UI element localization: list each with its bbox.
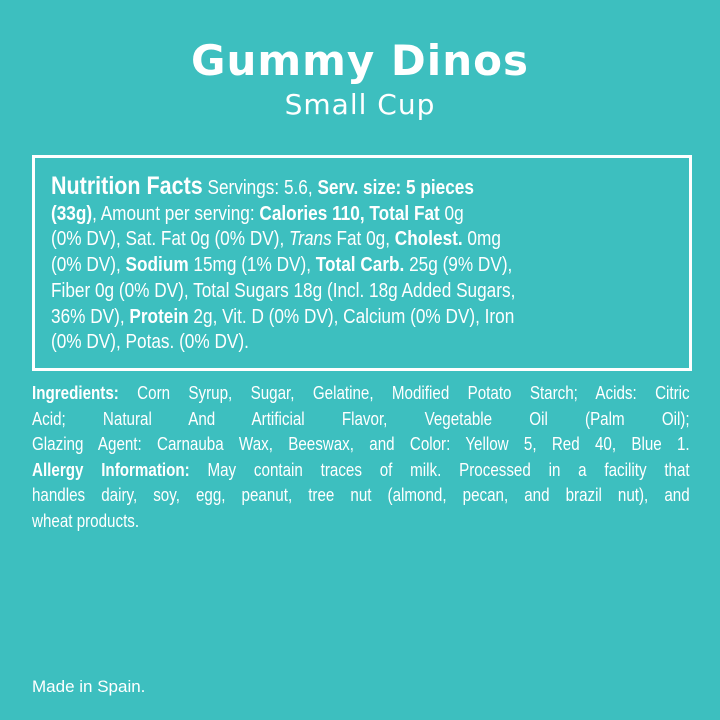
ingredients-line: wheat products. [32,508,690,534]
nutrition-value: 0mg [462,228,501,251]
nutrition-line: (33g), Amount per serving: Calories 110,… [51,202,653,228]
nutrition-line: Nutrition Facts Servings: 5.6, Serv. siz… [51,172,653,202]
origin-text: Made in Spain. [32,677,146,696]
nutrition-value: 25g (9% DV), [404,254,513,277]
nutrition-value: 15mg (1% DV), [188,254,316,277]
ingredients-line: Acid; Natural And Artificial Flavor, Veg… [32,406,690,432]
ingredients-label: Allergy Information: [32,458,190,480]
nutrition-value: Trans [289,228,332,251]
nutrition-value: (0% DV), Sat. Fat 0g (0% DV), [51,228,290,251]
ingredients-text: Ingredients: Corn Syrup, Sugar, Gelatine… [32,380,690,534]
ingredients-value: May contain traces of milk. Processed in… [189,458,690,480]
ingredients-value: Glazing Agent: Carnauba Wax, Beeswax, an… [32,433,690,455]
ingredients-line: Ingredients: Corn Syrup, Sugar, Gelatine… [32,380,690,406]
nutrition-label: Calories 110, Total Fat [259,202,440,225]
nutrition-value: 2g, Vit. D (0% DV), Calcium (0% DV), Iro… [188,305,515,328]
product-title: Gummy Dinos [191,36,529,85]
ingredients-label: Ingredients: [32,382,119,403]
nutrition-line: Fiber 0g (0% DV), Total Sugars 18g (Incl… [51,279,653,305]
nutrition-label: Serv. size: 5 pieces [317,177,474,199]
nutrition-label: Protein [129,305,189,328]
nutrition-label: Nutrition Facts [51,172,203,200]
ingredients-line: handles dairy, soy, egg, peanut, tree nu… [32,482,690,508]
nutrition-label: Total Carb. [315,254,405,277]
nutrition-value: (0% DV), [51,254,126,277]
nutrition-value: 0g [439,202,464,225]
ingredients-value: Corn Syrup, Sugar, Gelatine, Modified Po… [118,382,690,403]
nutrition-value: (0% DV), Potas. (0% DV). [51,331,249,354]
nutrition-value: Fiber 0g (0% DV), Total Sugars 18g (Incl… [51,279,516,302]
nutrition-line: (0% DV), Sat. Fat 0g (0% DV), Trans Fat … [51,227,653,253]
nutrition-facts-text: Nutrition Facts Servings: 5.6, Serv. siz… [51,172,653,356]
nutrition-value: 36% DV), [51,305,130,328]
ingredients-line: Glazing Agent: Carnauba Wax, Beeswax, an… [32,431,690,457]
nutrition-label: (33g) [51,202,93,225]
nutrition-label: Cholest. [394,228,463,251]
ingredients-value: Acid; Natural And Artificial Flavor, Veg… [32,407,690,429]
nutrition-line: (0% DV), Potas. (0% DV). [51,330,653,356]
ingredients-value: wheat products. [32,509,140,531]
product-size: Small Cup [284,88,436,121]
nutrition-line: 36% DV), Protein 2g, Vit. D (0% DV), Cal… [51,305,653,331]
ingredients-line: Allergy Information: May contain traces … [32,457,690,483]
nutrition-value: Fat 0g, [331,228,395,251]
ingredients-value: handles dairy, soy, egg, peanut, tree nu… [32,484,690,506]
nutrition-facts-box: Nutrition Facts Servings: 5.6, Serv. siz… [32,155,692,371]
nutrition-line: (0% DV), Sodium 15mg (1% DV), Total Carb… [51,253,653,279]
nutrition-value: , Amount per serving: [92,202,260,225]
nutrition-label: Sodium [125,254,189,277]
nutrition-value: Servings: 5.6, [202,177,318,199]
